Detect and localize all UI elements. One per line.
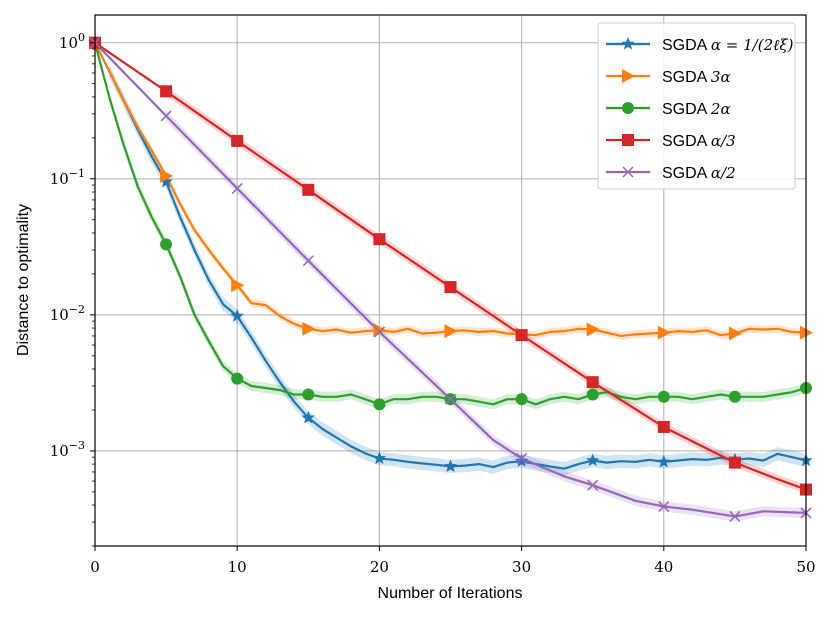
y-axis-label: Distance to optimality bbox=[15, 204, 32, 356]
series-4-marker bbox=[160, 110, 172, 122]
x-tick-label: 20 bbox=[370, 558, 389, 576]
legend-marker bbox=[621, 37, 635, 50]
series-4-line bbox=[94, 42, 807, 518]
series-2-marker bbox=[231, 372, 244, 385]
series-4-marker bbox=[302, 255, 314, 267]
plot-frame bbox=[94, 14, 807, 547]
x-tick-label: 40 bbox=[654, 558, 673, 576]
legend-entry: SGDA 2α bbox=[662, 100, 731, 118]
series-1-marker bbox=[728, 326, 742, 341]
legend: SGDA α = 1/(2ℓξ) SGDA 3α SGDA 2α SGDA α/3 SG… bbox=[597, 22, 796, 190]
series-markers bbox=[88, 35, 813, 522]
series-0-marker bbox=[372, 451, 387, 465]
series-2-marker bbox=[586, 388, 599, 401]
series-3-marker bbox=[515, 329, 528, 342]
series-4-marker bbox=[729, 510, 741, 522]
x-tick-label: 10 bbox=[228, 558, 247, 576]
series-0-marker bbox=[230, 309, 244, 322]
series-3-marker bbox=[373, 233, 386, 246]
y-tick-label: 10−1 bbox=[50, 167, 85, 188]
series-4-marker bbox=[516, 452, 528, 464]
series-1-marker bbox=[160, 168, 174, 183]
series-1-marker bbox=[302, 321, 316, 336]
series-0-marker bbox=[586, 453, 600, 467]
legend-entry: SGDA 3α bbox=[662, 68, 731, 86]
legend-marker bbox=[622, 102, 634, 114]
series-4-marker bbox=[658, 501, 670, 513]
series-4-marker bbox=[231, 182, 243, 194]
legend-marker bbox=[622, 69, 635, 83]
series-3-marker bbox=[302, 183, 315, 196]
series-3-marker bbox=[728, 456, 741, 469]
series-1-marker bbox=[231, 278, 245, 293]
y-tick-label: 100 bbox=[59, 31, 85, 52]
series-0-marker bbox=[657, 454, 671, 468]
x-tick-label: 0 bbox=[90, 558, 100, 576]
legend-entry: SGDA α/3 bbox=[662, 132, 736, 150]
series-3-marker bbox=[444, 281, 457, 294]
series-2-marker bbox=[728, 390, 741, 403]
series-4-marker bbox=[373, 326, 385, 338]
y-tick-label: 10−3 bbox=[50, 439, 85, 460]
series-1-marker bbox=[657, 325, 671, 340]
series-2-marker bbox=[657, 390, 670, 403]
series-3-marker bbox=[231, 134, 244, 147]
series-2-marker bbox=[302, 388, 315, 401]
legend-box bbox=[597, 22, 796, 190]
legend-entry: SGDA α = 1/(2ℓξ) bbox=[662, 36, 794, 54]
x-axis-label: Number of Iterations bbox=[378, 585, 523, 602]
series-2-marker bbox=[515, 393, 528, 406]
series-1-marker bbox=[586, 322, 600, 337]
series-0-marker bbox=[443, 459, 458, 473]
series-4-marker bbox=[444, 393, 457, 405]
legend-entry: SGDA α/2 bbox=[662, 164, 736, 182]
series-0-marker bbox=[301, 410, 315, 424]
series-1-marker bbox=[444, 324, 458, 339]
legend-marker bbox=[622, 134, 634, 146]
series-3-marker bbox=[160, 85, 173, 98]
axis-ticks: 0 10 20 30 40 50 100 10−1 10−2 10−3 bbox=[50, 31, 816, 576]
series-4-marker bbox=[587, 479, 599, 491]
series-0-marker bbox=[159, 174, 173, 188]
x-tick-label: 50 bbox=[796, 558, 815, 576]
x-tick-label: 30 bbox=[512, 558, 531, 576]
series-3-marker bbox=[586, 376, 599, 389]
series-2-marker bbox=[160, 238, 173, 251]
series-0-marker bbox=[514, 454, 529, 467]
legend-marker bbox=[622, 166, 634, 178]
series-3-line bbox=[94, 41, 807, 491]
series-2-marker bbox=[373, 398, 386, 411]
series-3-marker bbox=[657, 420, 670, 433]
y-tick-label: 10−2 bbox=[50, 303, 85, 324]
